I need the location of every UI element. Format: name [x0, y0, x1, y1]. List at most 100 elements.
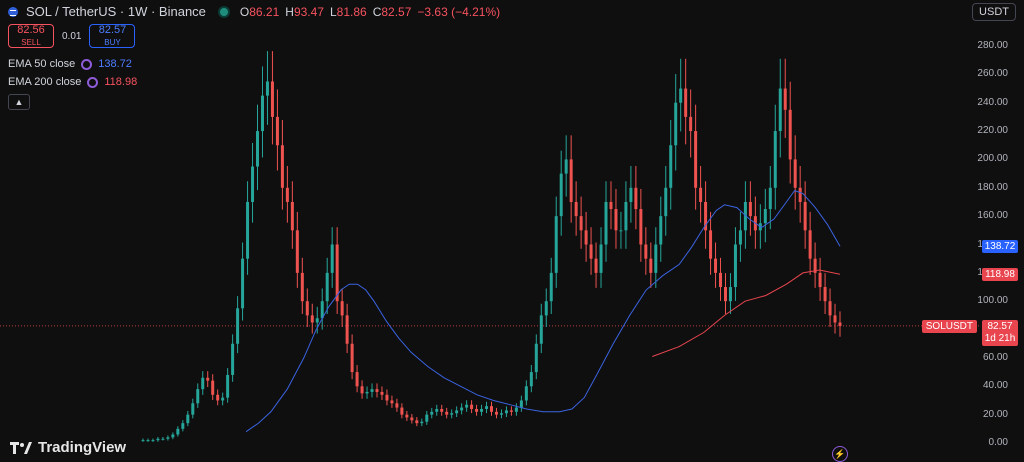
candle-body: [748, 201, 752, 217]
candle-body: [265, 81, 269, 96]
candle-body: [654, 244, 658, 273]
candle-body: [236, 308, 240, 344]
last-price-tag: 82.57 1d 21h: [982, 320, 1018, 346]
candle-body: [425, 414, 429, 422]
candle-body: [619, 230, 623, 232]
candle-body: [828, 301, 832, 316]
candle-body: [480, 408, 484, 412]
ema50-line: [245, 190, 841, 433]
candle-body: [181, 423, 185, 429]
candle-body: [390, 400, 394, 404]
candle-body: [450, 413, 454, 415]
candle-body: [475, 408, 479, 412]
price-axis-label: 160.00: [977, 210, 1008, 222]
candle-body: [256, 131, 260, 167]
candle-body: [549, 272, 553, 302]
candle-body: [813, 258, 817, 273]
candle-body: [260, 95, 264, 132]
price-axis-label: 260.00: [977, 68, 1008, 80]
price-axis-label: 60.00: [982, 351, 1008, 363]
candle-body: [171, 434, 175, 438]
candle-body: [584, 230, 588, 245]
candle-body: [733, 244, 737, 288]
candle-body: [818, 272, 822, 288]
candle-body: [723, 287, 727, 302]
candle-body: [634, 187, 638, 210]
candle-body: [270, 81, 274, 117]
candle-body: [395, 403, 399, 408]
symbol-title[interactable]: SOL / TetherUS · 1W · Binance: [26, 4, 206, 19]
candle-body: [186, 414, 190, 424]
price-axis-label: 180.00: [977, 181, 1008, 193]
candle-body: [743, 201, 747, 231]
candle-body: [514, 407, 518, 412]
candle-body: [494, 411, 498, 415]
candle-body: [644, 244, 648, 259]
candle-body: [664, 187, 668, 217]
candle-body: [529, 372, 533, 387]
candle-body: [793, 159, 797, 188]
candle-body: [196, 389, 200, 404]
collapse-legend-button[interactable]: ▲: [8, 94, 30, 110]
candle-body: [435, 408, 439, 412]
indicator-ema200[interactable]: EMA 200 close 118.98: [8, 76, 138, 88]
candle-body: [191, 403, 195, 415]
candle-body: [738, 230, 742, 245]
candle-body: [490, 406, 493, 412]
candle-body: [161, 438, 165, 440]
candle-body: [226, 374, 230, 398]
candle-body: [684, 88, 688, 117]
candle-body: [679, 88, 683, 103]
candle-body: [574, 201, 578, 217]
candle-body: [211, 380, 215, 395]
candle-body: [485, 406, 489, 409]
candle-body: [206, 377, 210, 381]
candle-body: [639, 209, 643, 245]
candle-body: [788, 109, 792, 160]
sell-button[interactable]: 82.56 SELL: [8, 24, 54, 48]
candle-body: [385, 394, 389, 401]
candle-body: [524, 386, 528, 401]
candle-body: [295, 230, 299, 273]
candle-body: [689, 116, 693, 132]
buy-button[interactable]: 82.57 BUY: [89, 24, 136, 48]
candle-body: [305, 301, 309, 316]
candle-body: [335, 244, 339, 302]
candle-body: [380, 391, 384, 395]
candle-body: [728, 287, 732, 302]
candle-body: [176, 428, 180, 435]
candle-body: [569, 159, 573, 202]
tradingview-logo[interactable]: TradingView: [10, 439, 126, 456]
candle-body: [310, 315, 314, 323]
candle-body: [539, 315, 543, 344]
indicator-ema50[interactable]: EMA 50 close 138.72: [8, 58, 132, 70]
candle-body: [624, 201, 628, 231]
candle-body: [694, 131, 698, 188]
candle-body: [773, 131, 777, 188]
candle-body: [290, 201, 294, 231]
currency-selector[interactable]: USDT: [972, 3, 1016, 21]
candle-body: [340, 301, 344, 316]
candle-body: [465, 404, 469, 408]
candle-body: [420, 421, 424, 424]
candle-body: [499, 413, 503, 415]
candle-body: [410, 417, 414, 421]
candle-body: [589, 244, 593, 259]
candle-body: [360, 386, 364, 394]
chart-header: SOL / TetherUS · 1W · Binance O86.21 H93…: [8, 4, 500, 19]
ema50-price-tag: 138.72: [982, 240, 1018, 253]
candle-body: [405, 414, 409, 418]
candle-body: [778, 88, 782, 132]
price-axis-label: 240.00: [977, 96, 1008, 108]
candle-body: [201, 377, 205, 390]
candle-body: [216, 394, 220, 401]
candle-body: [415, 420, 419, 424]
candle-body: [719, 272, 723, 288]
price-axis-label: 220.00: [977, 125, 1008, 137]
candle-body: [141, 440, 145, 442]
candle-body: [519, 400, 523, 408]
price-axis-label: 280.00: [977, 40, 1008, 51]
trade-buttons: 82.56 SELL 0.01 82.57 BUY: [8, 24, 136, 48]
candle-body: [355, 372, 359, 387]
